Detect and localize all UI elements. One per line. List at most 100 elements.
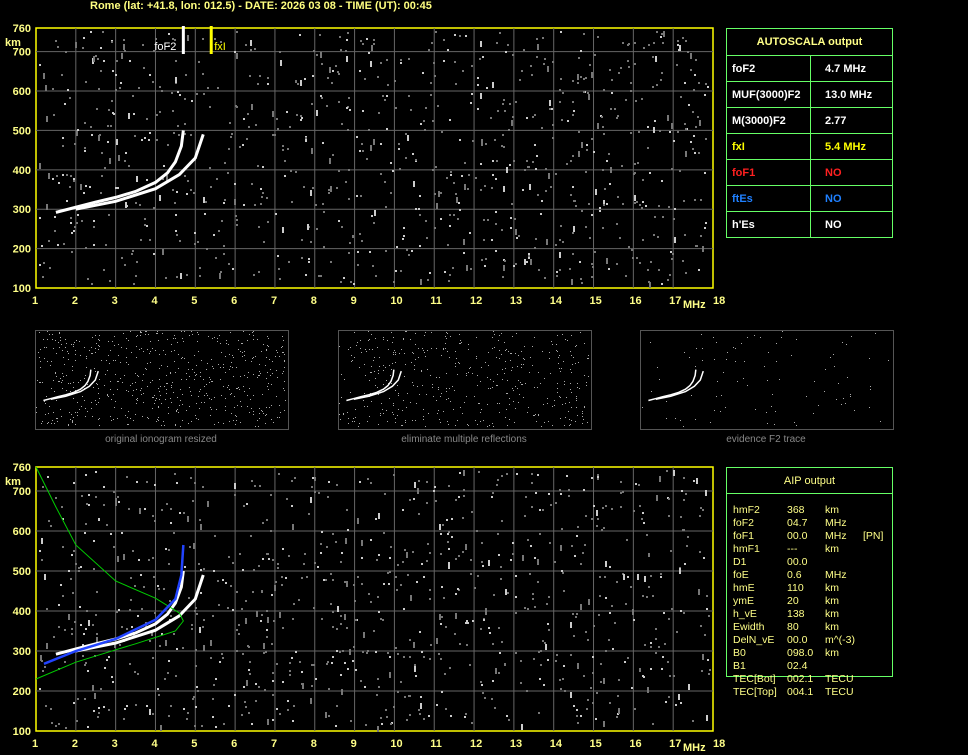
noise-dot bbox=[796, 425, 797, 426]
noise-dot bbox=[359, 423, 360, 424]
noise-dot bbox=[418, 208, 420, 210]
noise-dot bbox=[602, 227, 604, 229]
noise-dot bbox=[588, 94, 590, 100]
noise-dot bbox=[502, 134, 504, 136]
noise-dot bbox=[104, 667, 106, 669]
noise-dot bbox=[716, 342, 717, 343]
noise-dot bbox=[108, 709, 110, 711]
noise-dot bbox=[569, 402, 570, 403]
noise-dot bbox=[262, 411, 263, 412]
noise-dot bbox=[673, 218, 675, 220]
noise-dot bbox=[441, 393, 442, 394]
noise-dot bbox=[118, 381, 119, 382]
noise-dot bbox=[178, 354, 179, 355]
noise-dot bbox=[63, 376, 64, 377]
y-tick-label: 600 bbox=[13, 86, 31, 98]
noise-dot bbox=[320, 95, 322, 97]
noise-dot bbox=[230, 366, 231, 367]
profile-blue bbox=[43, 544, 185, 665]
noise-dot bbox=[109, 158, 111, 164]
noise-dot bbox=[485, 258, 487, 260]
noise-dot bbox=[117, 389, 118, 390]
noise-dot bbox=[390, 546, 392, 548]
noise-dot bbox=[466, 265, 468, 271]
noise-dot bbox=[61, 382, 62, 383]
noise-dot bbox=[417, 488, 419, 494]
noise-dot bbox=[582, 413, 583, 414]
noise-dot bbox=[326, 546, 328, 548]
noise-dot bbox=[234, 183, 236, 185]
noise-dot bbox=[108, 355, 109, 356]
noise-dot bbox=[227, 607, 229, 609]
noise-dot bbox=[501, 354, 502, 355]
noise-dot bbox=[438, 389, 439, 390]
noise-dot bbox=[367, 478, 369, 480]
noise-dot bbox=[705, 83, 707, 85]
noise-dot bbox=[354, 332, 355, 333]
noise-dot bbox=[194, 355, 195, 356]
noise-dot bbox=[534, 337, 535, 338]
noise-dot bbox=[639, 204, 641, 206]
noise-dot bbox=[203, 379, 204, 380]
noise-dot bbox=[379, 357, 380, 358]
noise-dot bbox=[301, 683, 303, 685]
noise-dot bbox=[316, 228, 318, 230]
noise-dot bbox=[423, 350, 424, 351]
noise-dot bbox=[656, 31, 658, 33]
noise-dot bbox=[445, 343, 446, 344]
aip-row: B1 02.4 bbox=[733, 660, 883, 673]
noise-dot bbox=[140, 331, 141, 332]
noise-dot bbox=[227, 387, 228, 388]
caption-eliminate: eliminate multiple reflections bbox=[401, 434, 527, 445]
aip-cell: km bbox=[825, 608, 839, 620]
noise-dot bbox=[692, 111, 694, 113]
noise-dot bbox=[380, 618, 382, 620]
noise-dot bbox=[112, 341, 113, 342]
noise-dot bbox=[647, 126, 649, 128]
noise-dot bbox=[153, 397, 154, 398]
noise-dot bbox=[236, 388, 237, 389]
noise-dot bbox=[136, 481, 138, 483]
noise-dot bbox=[538, 372, 539, 373]
noise-dot bbox=[267, 386, 268, 387]
noise-dot bbox=[57, 244, 59, 246]
noise-dot bbox=[303, 563, 305, 565]
noise-dot bbox=[608, 153, 610, 155]
noise-dot bbox=[214, 337, 215, 338]
noise-dot bbox=[348, 198, 350, 200]
noise-dot bbox=[225, 582, 227, 584]
noise-dot bbox=[389, 557, 391, 559]
noise-dot bbox=[471, 93, 473, 95]
noise-dot bbox=[111, 41, 113, 43]
noise-dot bbox=[180, 400, 181, 401]
noise-dot bbox=[268, 338, 269, 339]
noise-dot bbox=[136, 357, 137, 358]
noise-dot bbox=[460, 340, 461, 341]
noise-dot bbox=[497, 374, 498, 375]
o-trace bbox=[648, 369, 697, 402]
noise-dot bbox=[580, 278, 582, 280]
noise-dot bbox=[265, 365, 266, 366]
noise-dot bbox=[170, 398, 171, 399]
noise-dot bbox=[538, 269, 540, 271]
noise-dot bbox=[604, 188, 606, 190]
noise-dot bbox=[71, 414, 72, 415]
noise-dot bbox=[585, 77, 587, 79]
noise-dot bbox=[313, 50, 315, 52]
noise-dot bbox=[283, 340, 284, 341]
noise-dot bbox=[441, 691, 443, 693]
noise-dot bbox=[708, 615, 710, 617]
noise-dot bbox=[617, 695, 619, 697]
noise-dot bbox=[507, 44, 509, 46]
noise-dot bbox=[451, 518, 453, 520]
noise-dot bbox=[550, 186, 552, 188]
noise-dot bbox=[96, 343, 97, 344]
noise-dot bbox=[472, 140, 474, 142]
noise-dot bbox=[282, 336, 283, 337]
noise-dot bbox=[409, 639, 411, 641]
noise-dot bbox=[766, 412, 767, 413]
header-title: Rome (lat: +41.8, lon: 012.5) - DATE: 20… bbox=[90, 0, 432, 12]
noise-dot bbox=[527, 412, 528, 413]
noise-dot bbox=[622, 491, 624, 493]
noise-dot bbox=[196, 418, 197, 419]
